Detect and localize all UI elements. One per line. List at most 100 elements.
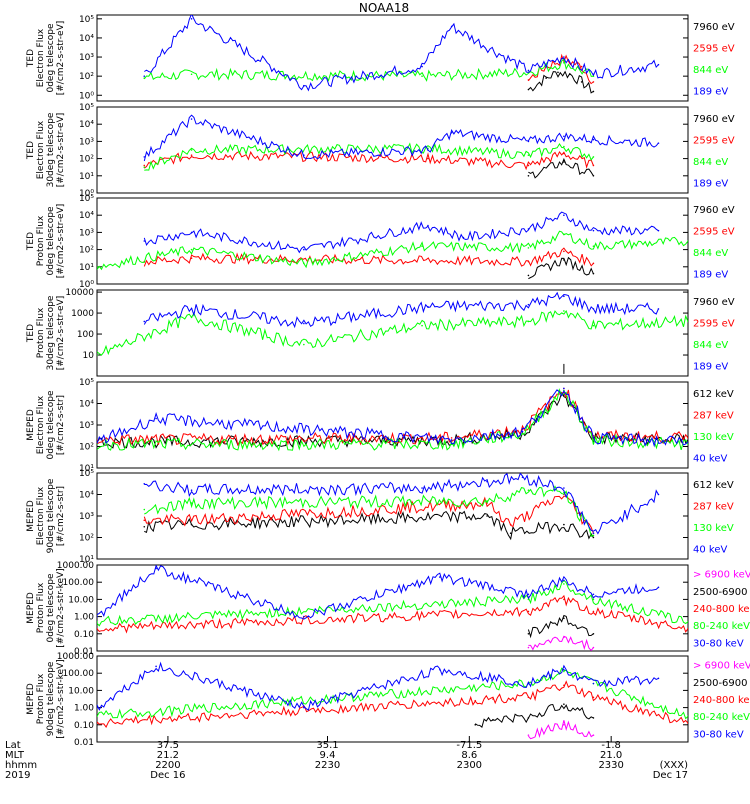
y-tick-label: 10⁵ [79, 469, 94, 479]
y-axis-label-line: 90deg telescope [46, 478, 56, 553]
series-line [143, 291, 659, 329]
data-point [527, 320, 530, 323]
data-point [486, 480, 488, 483]
data-point [427, 157, 429, 160]
y-axis-label-line: [#/cm2-s-str-eV] [56, 204, 66, 279]
data-point [509, 532, 512, 534]
legend-entry: 612 keV [693, 389, 734, 400]
data-point [303, 343, 305, 346]
panel-frame [96, 106, 689, 194]
y-axis-label-line: MEPED [26, 592, 36, 624]
y-tick-label: 10² [79, 534, 94, 544]
data-point [527, 175, 530, 177]
legend-entry: > 6900 keV [693, 570, 750, 581]
x-tick-label: 21.0 [600, 750, 622, 761]
x-tick-label: 9.4 [320, 750, 336, 761]
legend-entry: 2595 eV [693, 135, 735, 146]
series-line [97, 661, 659, 711]
data-point [486, 515, 488, 517]
data-point [527, 610, 530, 613]
data-point [190, 149, 193, 151]
series-line [97, 388, 688, 452]
y-tick-label: 10⁵ [79, 103, 94, 113]
y-tick-label: 10³ [79, 421, 94, 431]
data-point [592, 308, 595, 310]
data-point [545, 77, 547, 79]
legend-entry: 2500-6900 [693, 678, 748, 689]
series-line [143, 211, 659, 254]
legend-entry: 844 eV [693, 248, 728, 259]
series-line [97, 391, 688, 449]
data-point [143, 482, 146, 485]
data-point [563, 598, 565, 601]
x-row-label: MLT [5, 750, 25, 761]
data-point [569, 73, 571, 76]
data-point [155, 567, 157, 570]
series-line [97, 230, 688, 271]
data-point [527, 260, 530, 263]
series-line [97, 579, 688, 627]
legend-entry: 844 eV [693, 157, 728, 168]
legend-entry: 30-80 keV [693, 729, 744, 740]
y-tick-label: 1.00 [74, 704, 94, 714]
data-point [657, 229, 660, 232]
panel-8: 0.01 0.10 1.00 10.00 100.00 1000.00 MEPED Proto… [26, 652, 750, 748]
data-point [527, 303, 530, 306]
y-tick-label: 10² [79, 155, 94, 165]
data-point [450, 25, 453, 28]
series-group [143, 15, 660, 94]
y-axis-label-line: 30deg telescope [46, 295, 56, 370]
data-point [527, 69, 530, 72]
data-point [509, 523, 512, 526]
data-point [592, 593, 595, 596]
panel-frame [96, 14, 689, 102]
legend-entry: 40 keV [693, 544, 727, 555]
y-axis-label-line: Electron Flux [36, 486, 46, 545]
data-point [450, 439, 453, 441]
data-point [143, 75, 146, 77]
data-point [421, 487, 423, 489]
x-tick-label: 35.1 [316, 740, 338, 751]
x-tick-label: -1.8 [601, 740, 621, 751]
y-axis-label-line: TED [26, 232, 36, 251]
data-point [580, 65, 583, 68]
data-point [421, 65, 423, 68]
series-group [97, 291, 688, 374]
y-tick-label: 10³ [79, 137, 94, 147]
data-point [474, 699, 477, 702]
panel-4: 10 100 1000 10000 TED Proton Flux 30deg telesc… [26, 288, 735, 377]
series-line [143, 58, 594, 82]
data-point [563, 152, 565, 155]
data-point [687, 437, 688, 439]
data-point [657, 63, 660, 66]
data-point [563, 724, 565, 726]
series-line [144, 473, 659, 535]
data-point [592, 598, 595, 601]
y-axis-label-line: 90deg telescope [46, 661, 56, 736]
y-axis-label-line: Proton Flux [36, 215, 46, 266]
data-point [486, 500, 488, 502]
y-axis-label-line: 0deg telescope [46, 23, 56, 93]
y-axis-label-line: [#/cm2-s-str-eV] [56, 296, 66, 371]
series-group [143, 473, 660, 541]
x-row-label: 2019 [5, 770, 30, 781]
legend-entry: 612 keV [693, 480, 734, 491]
y-axis-label-line: [#/cm2-s-str-eV] [56, 21, 66, 96]
data-point [563, 523, 565, 526]
data-point [527, 696, 530, 699]
data-point [563, 668, 565, 671]
series-line [528, 256, 594, 280]
data-point [592, 272, 595, 275]
data-point [427, 224, 429, 227]
data-point [450, 437, 453, 439]
legend-entry: 7960 eV [693, 22, 735, 33]
data-point [687, 715, 688, 717]
panel-7: 0.01 0.10 1.00 10.00 100.00 1000.00 MEPED Proto… [26, 561, 750, 657]
series-line [97, 389, 688, 447]
data-point [592, 138, 595, 141]
series-line [528, 157, 594, 179]
data-point [563, 670, 565, 673]
data-point [190, 18, 193, 20]
data-point [527, 682, 530, 685]
